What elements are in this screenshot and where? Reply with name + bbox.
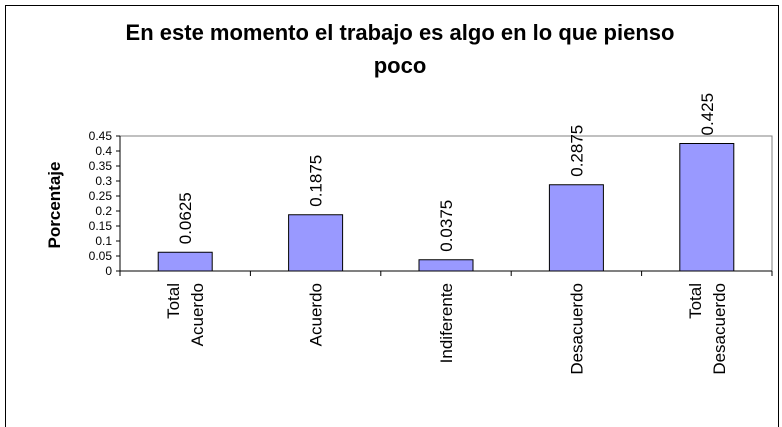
data-label: 0.2875 [567, 125, 586, 177]
y-tick-label: 0.45 [89, 129, 113, 143]
x-tick-label: Indiferente [437, 283, 456, 363]
bar [418, 259, 474, 272]
y-tick-label: 0.2 [95, 204, 112, 218]
data-label: 0.0375 [437, 200, 456, 252]
y-tick-label: 0.35 [89, 159, 113, 173]
y-tick-label: 0.25 [89, 189, 113, 203]
y-tick-label: 0.15 [89, 219, 113, 233]
x-tick-label: Desacuerdo [567, 283, 586, 375]
bar [548, 184, 604, 272]
data-label: 0.425 [698, 93, 717, 136]
y-tick-label: 0.3 [95, 174, 112, 188]
x-tick-label: Total Desacuerdo [686, 283, 729, 375]
y-axis-label: Porcentaje [45, 162, 64, 249]
data-label: 0.1875 [307, 155, 326, 207]
bar [288, 214, 344, 272]
y-tick-label: 0.4 [95, 144, 112, 158]
x-tick-label: Acuerdo [307, 283, 326, 346]
bar [679, 143, 735, 272]
y-tick-label: 0.05 [89, 249, 113, 263]
chart-title: En este momento el trabajo es algo en lo… [126, 20, 675, 78]
x-tick-label: Total Acuerdo [164, 283, 207, 346]
y-tick-label: 0.1 [95, 234, 112, 248]
y-tick-label: 0 [105, 264, 112, 278]
bar [157, 251, 213, 272]
data-label: 0.0625 [176, 192, 195, 244]
chart-frame [5, 5, 779, 427]
